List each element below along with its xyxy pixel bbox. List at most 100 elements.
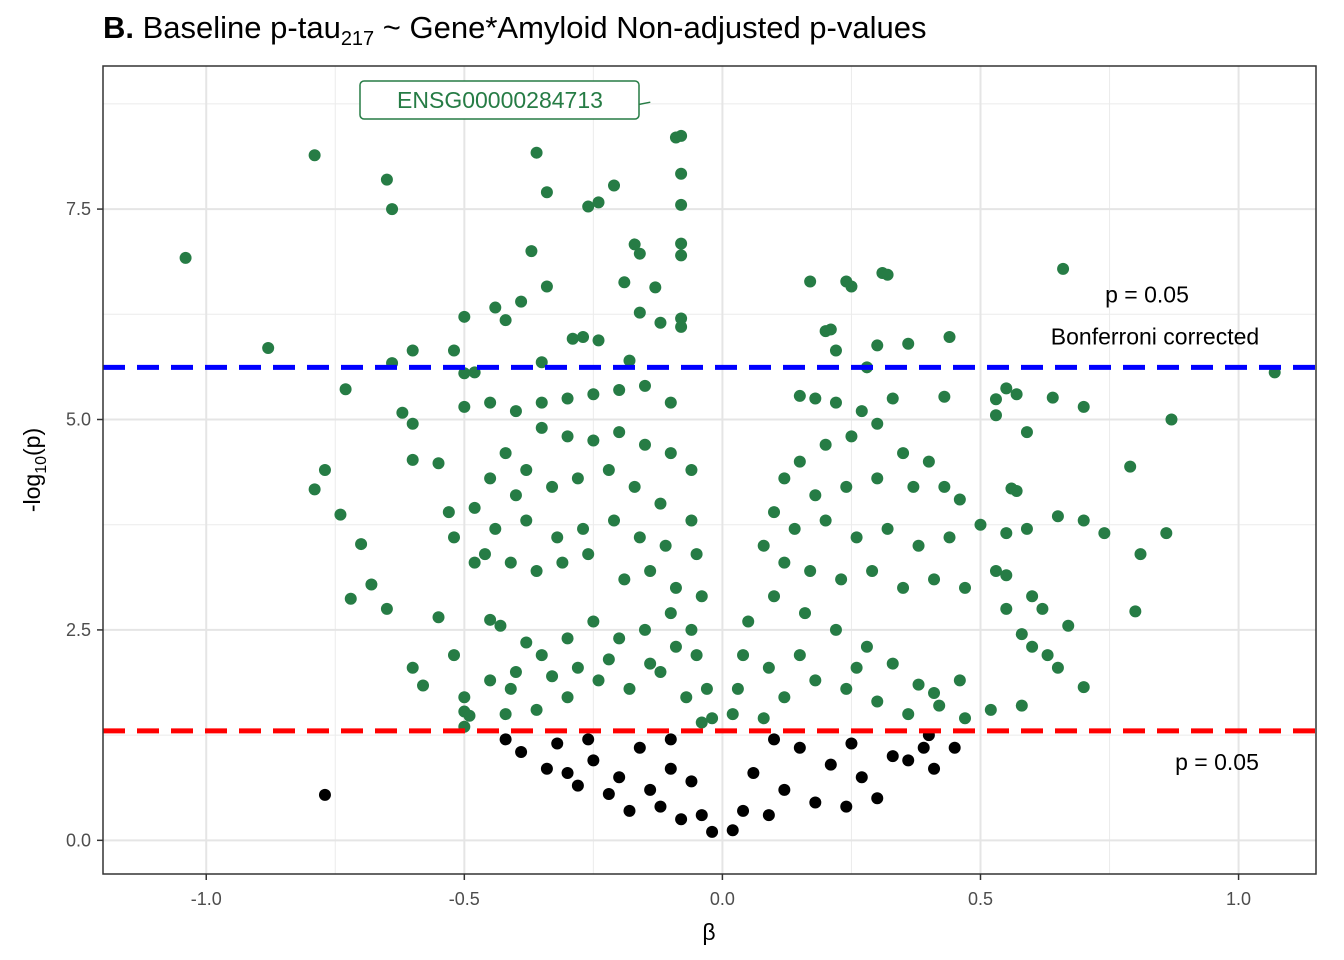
significant-point	[669, 581, 682, 594]
significant-point	[768, 506, 781, 519]
nonsignificant-point	[561, 767, 574, 779]
significant-point	[907, 480, 920, 493]
nonsignificant-point	[928, 762, 941, 775]
significant-point	[344, 592, 357, 605]
significant-point	[608, 514, 621, 527]
significant-point	[793, 649, 806, 662]
significant-point	[871, 339, 884, 352]
significant-point	[953, 674, 966, 687]
title-prefix: B.	[103, 10, 134, 45]
nonsignificant-point	[778, 783, 791, 796]
y-axis-title: -log10(p)	[19, 428, 50, 512]
nonsignificant-point	[845, 737, 858, 750]
significant-point	[463, 709, 476, 722]
significant-point	[1165, 413, 1178, 426]
significant-point	[618, 276, 631, 289]
significant-point	[535, 421, 548, 434]
significant-point	[778, 556, 791, 569]
significant-point	[959, 712, 972, 725]
significant-point	[943, 331, 956, 344]
significant-point	[644, 657, 657, 670]
nonsignificant-point	[948, 741, 961, 754]
significant-point	[726, 708, 739, 721]
significant-point	[432, 457, 445, 470]
nonsignificant-point	[840, 800, 853, 813]
x-axis-ticks: -1.0 -0.5 0.0 0.5 1.0	[191, 874, 1251, 909]
nonsignificant-point	[737, 804, 750, 817]
significant-point	[592, 196, 605, 209]
significant-point	[649, 281, 662, 294]
nonsignificant-point	[793, 741, 806, 754]
significant-point	[1077, 681, 1090, 694]
significant-point	[484, 674, 497, 687]
significant-point	[613, 384, 626, 397]
significant-point	[484, 472, 497, 485]
significant-point	[1000, 382, 1013, 395]
significant-point	[592, 334, 605, 347]
significant-point	[989, 565, 1002, 577]
significant-point	[654, 316, 667, 329]
significant-point	[504, 556, 517, 569]
significant-point	[675, 249, 688, 262]
significant-point	[582, 200, 595, 213]
significant-points	[179, 129, 1281, 733]
nonsignificant-point	[886, 750, 899, 763]
significant-point	[742, 615, 755, 628]
significant-point	[587, 615, 600, 628]
significant-point	[897, 581, 910, 594]
significant-point	[824, 323, 837, 336]
significant-point	[845, 280, 858, 293]
significant-point	[478, 548, 491, 561]
nonsignificant-point	[747, 767, 760, 779]
significant-point	[1000, 602, 1013, 615]
y-tick-label: 5.0	[66, 410, 91, 430]
significant-point	[1026, 640, 1039, 653]
significant-point	[587, 388, 600, 401]
x-tick-label: 0.5	[968, 889, 993, 909]
significant-point	[638, 438, 651, 451]
significant-point	[396, 406, 409, 419]
significant-point	[499, 447, 512, 460]
significant-point	[855, 405, 868, 418]
nonsignificant-point	[633, 741, 646, 754]
significant-point	[675, 167, 688, 180]
significant-point	[447, 649, 460, 662]
nonsignificant-point	[824, 758, 837, 771]
significant-point	[535, 356, 548, 369]
significant-point	[1098, 527, 1111, 540]
significant-point	[690, 649, 703, 662]
significant-point	[628, 480, 641, 493]
significant-point	[540, 186, 553, 199]
reference-line-label: p = 0.05	[1105, 281, 1189, 307]
significant-point	[561, 691, 574, 704]
significant-point	[809, 392, 822, 405]
y-axis-ticks: 0.0 2.5 5.0 7.5	[66, 199, 103, 850]
nonsignificant-point	[582, 733, 595, 746]
nonsignificant-point	[587, 754, 600, 767]
significant-point	[974, 518, 987, 531]
nonsignificant-point	[871, 792, 884, 805]
significant-point	[989, 409, 1002, 422]
significant-point	[530, 703, 543, 716]
significant-point	[685, 464, 698, 476]
nonsignificant-point	[762, 809, 775, 822]
significant-point	[339, 383, 352, 396]
reference-line-annotations: p = 0.05 Bonferroni corrected p = 0.05	[1051, 281, 1259, 775]
y-axis-title-rest: (p)	[19, 428, 45, 456]
significant-point	[989, 393, 1002, 406]
significant-point	[458, 367, 471, 380]
significant-point	[509, 666, 522, 678]
significant-point	[1036, 602, 1049, 615]
plot-panel-border	[102, 65, 1317, 875]
significant-point	[417, 679, 430, 692]
significant-point	[1020, 426, 1033, 439]
significant-point	[587, 434, 600, 447]
significant-point	[499, 314, 512, 327]
significant-point	[695, 590, 708, 603]
significant-point	[540, 280, 553, 293]
x-tick-label: 0.0	[710, 889, 735, 909]
significant-point	[886, 392, 899, 405]
significant-point	[700, 682, 713, 695]
significant-point	[406, 417, 419, 430]
significant-point	[406, 453, 419, 466]
